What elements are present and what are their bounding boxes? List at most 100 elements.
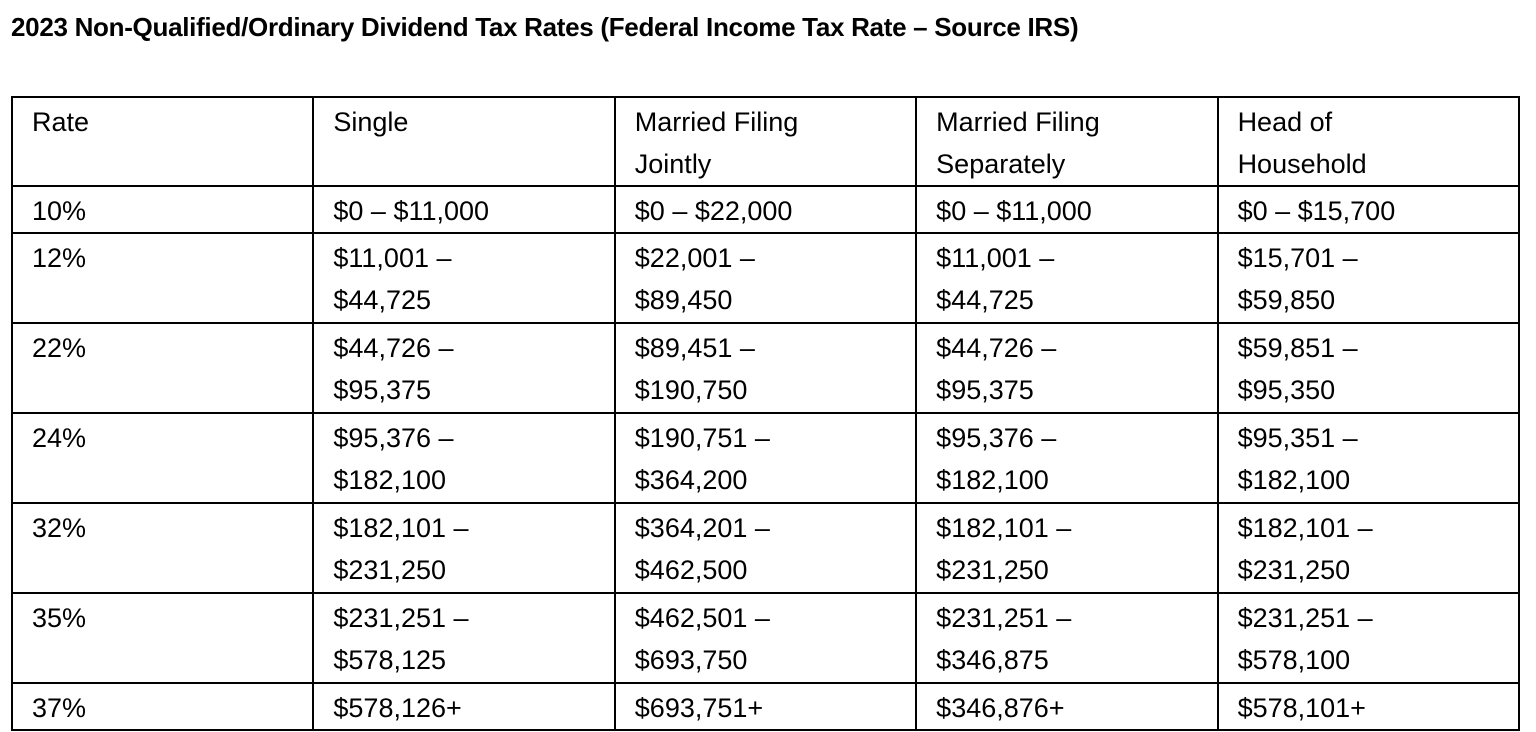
cell-text: $182,100 [333,465,447,495]
cell-text: Head of [1237,107,1333,137]
cell-text: Household [1237,149,1367,179]
header-cell: Married Filing Jointly [613,96,918,187]
table-cell: 24% [10,412,315,504]
table-row: 22% $44,726 – $95,375 $89,451 – $190,750 $44,… [10,322,1521,414]
table-cell: $44,726 – $95,375 [915,322,1219,414]
table-row: 35% $231,251 – $578,125 $462,501 – $693,750 $… [10,592,1521,684]
table-cell: $0 – $22,000 [613,185,918,234]
cell-text: $182,100 [1237,465,1351,495]
cell-text: $693,751+ [634,693,764,723]
cell-text: $190,751 – [634,423,770,453]
cell-text: Married Filing [936,107,1100,137]
cell-text: $11,001 – [936,243,1055,273]
cell-text: $22,001 – [634,243,755,273]
cell-text: $89,450 [634,285,733,315]
cell-text: Rate [32,107,90,137]
table-cell: 22% [10,322,315,414]
table-cell: $231,251 – $578,125 [312,592,616,684]
cell-text: $693,750 [634,645,748,675]
table-row: 37% $578,126+ $693,751+ $346,876+ $578,101+ [10,682,1521,731]
table-cell: $11,001 – $44,725 [312,232,616,324]
table-cell: 10% [10,185,315,234]
cell-text: Married Filing [634,107,799,137]
table-cell: $231,251 – $578,100 [1216,592,1521,684]
cell-text: $231,251 – [936,603,1072,633]
cell-text: $578,100 [1237,645,1351,675]
cell-text: $95,376 – [936,423,1057,453]
tax-rate-table: Rate Single Married Filing Jointly Married F… [10,96,1521,731]
cell-text: $346,875 [936,645,1049,675]
cell-text: $462,501 – [634,603,770,633]
table-cell: $11,001 – $44,725 [915,232,1219,324]
cell-text: $15,701 – [1237,243,1358,273]
cell-text: 37% [32,693,87,723]
cell-text: $182,101 – [936,513,1072,543]
header-cell: Rate [10,96,315,187]
cell-text: $0 – $11,000 [936,196,1092,226]
cell-text: $0 – $11,000 [333,196,490,226]
cell-text: $578,125 [333,645,447,675]
table-cell: $59,851 – $95,350 [1216,322,1521,414]
table-cell: $231,251 – $346,875 [915,592,1219,684]
cell-text: $182,101 – [333,513,469,543]
cell-text: $231,251 – [1237,603,1373,633]
cell-text: $231,250 [936,555,1049,585]
cell-text: $231,251 – [333,603,469,633]
table-cell: $578,126+ [312,682,616,731]
table-cell: $89,451 – $190,750 [613,322,918,414]
cell-text: Jointly [634,149,712,179]
cell-text: $59,850 [1237,285,1336,315]
cell-text: $95,375 [936,375,1034,405]
cell-text: $95,375 [333,375,431,405]
cell-text: $0 – $15,700 [1237,196,1396,226]
cell-text: $44,725 [333,285,431,315]
cell-text: $364,201 – [634,513,770,543]
cell-text: $364,200 [634,465,748,495]
table-cell: $578,101+ [1216,682,1521,731]
table-cell: $95,376 – $182,100 [915,412,1219,504]
cell-text: $182,100 [936,465,1049,495]
cell-text: $346,876+ [936,693,1065,723]
table-row: 10% $0 – $11,000 $0 – $22,000 $0 – $11,000 $… [10,185,1521,234]
table-cell: $95,376 – $182,100 [312,412,616,504]
table-cell: $15,701 – $59,850 [1216,232,1521,324]
table-cell: $346,876+ [915,682,1219,731]
header-cell: Single [312,96,616,187]
cell-text: 24% [32,423,87,453]
cell-text: Single [333,107,409,137]
table-row: 12% $11,001 – $44,725 $22,001 – $89,450 $11,0… [10,232,1521,324]
header-cell: Married Filing Separately [915,96,1219,187]
cell-text: $95,351 – [1237,423,1358,453]
cell-text: 10% [32,196,87,226]
table-cell: 32% [10,502,315,594]
header-cell: Head of Household [1216,96,1521,187]
cell-text: $89,451 – [634,333,755,363]
table-row: 32% $182,101 – $231,250 $364,201 – $462,500 $… [10,502,1521,594]
cell-text: $182,101 – [1237,513,1373,543]
cell-text: $95,350 [1237,375,1336,405]
cell-text: $11,001 – [333,243,452,273]
table-cell: $190,751 – $364,200 [613,412,918,504]
cell-text: $578,126+ [333,693,462,723]
cell-text: 22% [32,333,87,363]
cell-text: 32% [32,513,87,543]
table-cell: $693,751+ [613,682,918,731]
cell-text: $462,500 [634,555,748,585]
cell-text: Separately [936,149,1066,179]
table-cell: 37% [10,682,315,731]
table-cell: $0 – $11,000 [915,185,1219,234]
table-cell: $182,101 – $231,250 [915,502,1219,594]
cell-text: $0 – $22,000 [634,196,793,226]
cell-text: $59,851 – [1237,333,1358,363]
table-cell: $182,101 – $231,250 [312,502,616,594]
table-cell: $0 – $15,700 [1216,185,1521,234]
table-cell: $462,501 – $693,750 [613,592,918,684]
table-cell: 12% [10,232,315,324]
table-cell: 35% [10,592,315,684]
cell-text: $578,101+ [1237,693,1366,723]
table-row: 24% $95,376 – $182,100 $190,751 – $364,200 $9… [10,412,1521,504]
cell-text: 12% [32,243,87,273]
cell-text: $44,726 – [936,333,1057,363]
table-cell: $0 – $11,000 [312,185,616,234]
table-cell: $182,101 – $231,250 [1216,502,1521,594]
